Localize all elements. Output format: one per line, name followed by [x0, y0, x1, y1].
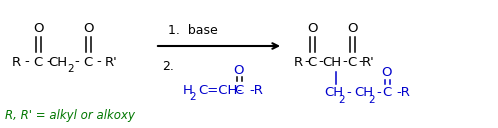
Text: -: -: [359, 56, 364, 68]
Text: C: C: [348, 56, 357, 68]
Text: O: O: [234, 63, 244, 77]
Text: -: -: [75, 56, 79, 68]
Text: 2: 2: [68, 64, 74, 74]
Text: CH: CH: [322, 56, 342, 68]
Text: C: C: [33, 56, 43, 68]
Text: 1.  base: 1. base: [168, 24, 218, 36]
Text: R: R: [293, 56, 303, 68]
Text: -R: -R: [396, 87, 410, 99]
Text: -: -: [343, 56, 348, 68]
Text: R': R': [105, 56, 118, 68]
Text: C: C: [307, 56, 317, 68]
Text: 2: 2: [339, 95, 345, 105]
Text: R: R: [11, 56, 20, 68]
Text: C=CH-: C=CH-: [198, 83, 242, 97]
Text: -: -: [47, 56, 51, 68]
Text: CH: CH: [354, 87, 373, 99]
Text: -: -: [24, 56, 29, 68]
Text: -: -: [305, 56, 309, 68]
Text: -: -: [319, 56, 323, 68]
Text: CH: CH: [48, 56, 68, 68]
Text: O: O: [382, 67, 392, 79]
Text: -: -: [376, 87, 381, 99]
Text: O: O: [83, 22, 93, 35]
Text: O: O: [307, 22, 317, 35]
Text: 2: 2: [190, 92, 196, 102]
Text: R, R' = alkyl or alkoxy: R, R' = alkyl or alkoxy: [5, 109, 135, 122]
Text: 2: 2: [369, 95, 375, 105]
Text: C: C: [382, 87, 391, 99]
Text: C: C: [235, 83, 244, 97]
Text: O: O: [33, 22, 43, 35]
Text: H: H: [183, 83, 193, 97]
Text: R': R': [362, 56, 374, 68]
Text: 2.: 2.: [162, 60, 174, 72]
Text: -: -: [346, 87, 351, 99]
Text: CH: CH: [324, 87, 343, 99]
Text: C: C: [83, 56, 93, 68]
Text: -: -: [97, 56, 102, 68]
Text: -R: -R: [249, 83, 263, 97]
Text: O: O: [347, 22, 357, 35]
